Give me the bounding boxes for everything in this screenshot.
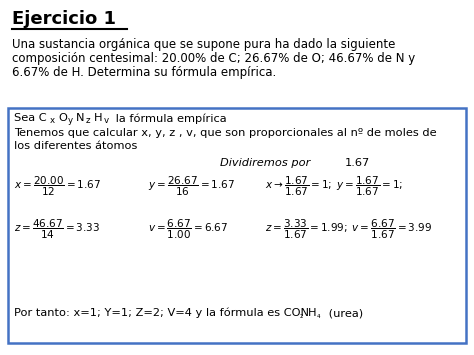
Text: 6.67% de H. Determina su fórmula empírica.: 6.67% de H. Determina su fórmula empíric… bbox=[12, 66, 276, 79]
Text: Dividiremos por: Dividiremos por bbox=[220, 158, 310, 168]
Text: H: H bbox=[308, 308, 317, 318]
Text: $x = \dfrac{20.00}{12} = 1.67$: $x = \dfrac{20.00}{12} = 1.67$ bbox=[14, 175, 101, 198]
Text: $z = \dfrac{46.67}{14} = 3.33$: $z = \dfrac{46.67}{14} = 3.33$ bbox=[14, 218, 100, 241]
Text: composición centesimal: 20.00% de C; 26.67% de O; 46.67% de N y: composición centesimal: 20.00% de C; 26.… bbox=[12, 52, 415, 65]
Text: ₄: ₄ bbox=[317, 311, 320, 320]
Text: ₂: ₂ bbox=[300, 311, 303, 320]
Text: $y = \dfrac{26.67}{16} = 1.67$: $y = \dfrac{26.67}{16} = 1.67$ bbox=[148, 175, 235, 198]
Text: $x \rightarrow \dfrac{1.67}{1.67} = 1;\; y = \dfrac{1.67}{1.67} = 1;$: $x \rightarrow \dfrac{1.67}{1.67} = 1;\;… bbox=[265, 175, 403, 198]
Text: N: N bbox=[76, 113, 84, 123]
Text: Sea C: Sea C bbox=[14, 113, 46, 123]
Text: los diferentes átomos: los diferentes átomos bbox=[14, 141, 137, 151]
Text: Ejercicio 1: Ejercicio 1 bbox=[12, 10, 116, 28]
Text: H: H bbox=[94, 113, 103, 123]
Text: O: O bbox=[58, 113, 67, 123]
Text: $z = \dfrac{3.33}{1.67} = 1.99;\; v = \dfrac{6.67}{1.67} = 3.99$: $z = \dfrac{3.33}{1.67} = 1.99;\; v = \d… bbox=[265, 218, 432, 241]
Text: x: x bbox=[50, 116, 55, 125]
Text: Tenemos que calcular x, y, z , v, que son proporcionales al nº de moles de: Tenemos que calcular x, y, z , v, que so… bbox=[14, 128, 437, 138]
FancyBboxPatch shape bbox=[8, 108, 466, 343]
Text: z: z bbox=[86, 116, 91, 125]
Text: (urea): (urea) bbox=[325, 308, 363, 318]
Text: y: y bbox=[68, 116, 73, 125]
Text: Una sustancia orgánica que se supone pura ha dado la siguiente: Una sustancia orgánica que se supone pur… bbox=[12, 38, 395, 51]
Text: Por tanto: x=1; Y=1; Z=2; V=4 y la fórmula es CON: Por tanto: x=1; Y=1; Z=2; V=4 y la fórmu… bbox=[14, 308, 309, 318]
Text: $v = \dfrac{6.67}{1.00} = 6.67$: $v = \dfrac{6.67}{1.00} = 6.67$ bbox=[148, 218, 228, 241]
Text: 1.67: 1.67 bbox=[345, 158, 370, 168]
Text: la fórmula empírica: la fórmula empírica bbox=[112, 113, 227, 124]
Text: v: v bbox=[104, 116, 109, 125]
